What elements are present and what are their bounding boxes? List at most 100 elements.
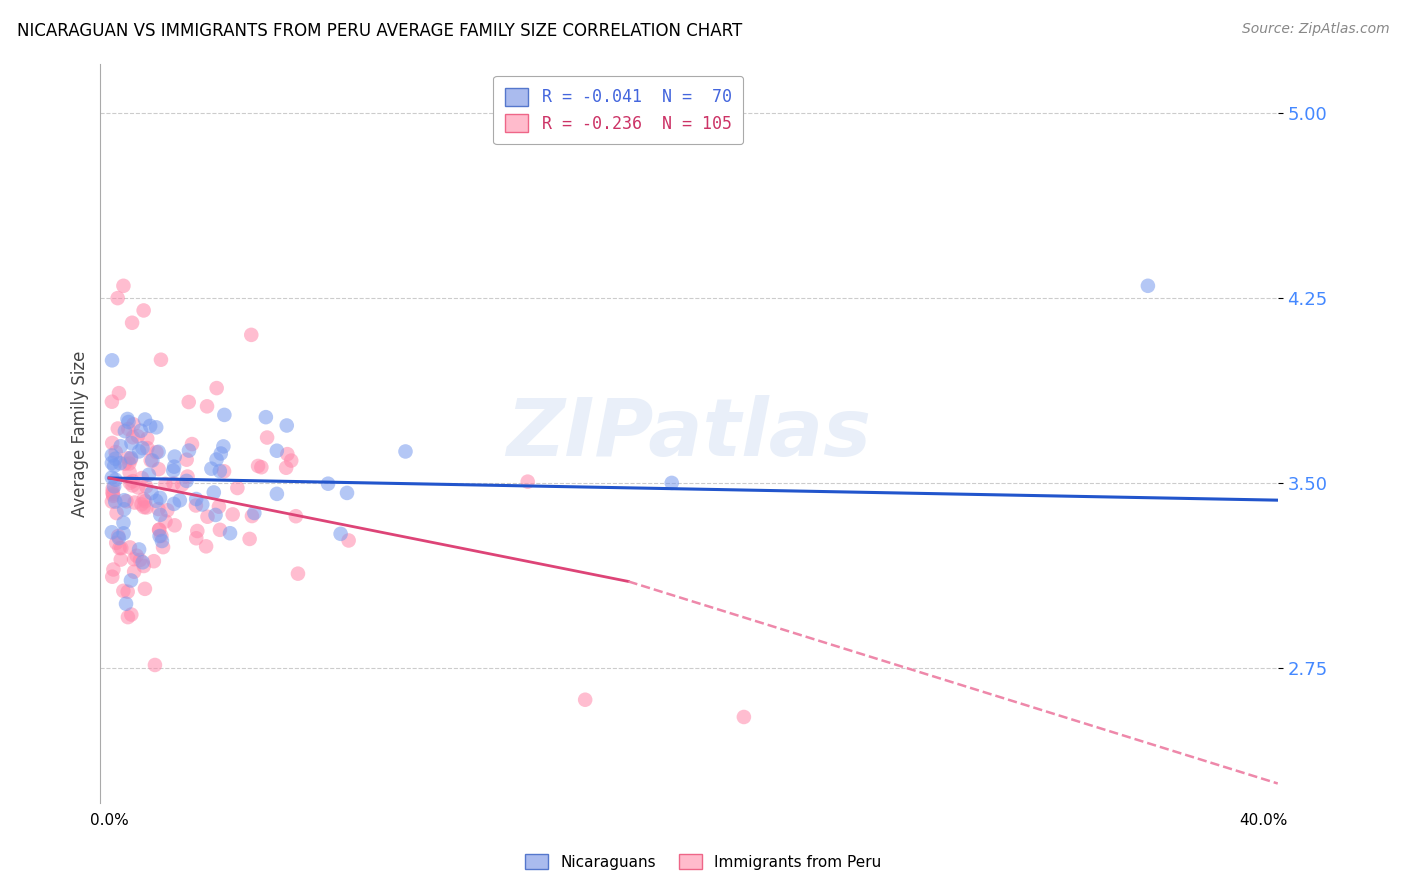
Point xyxy=(120,436,142,450)
Point xyxy=(117,415,139,429)
Point xyxy=(143,657,166,672)
Point xyxy=(134,582,156,596)
Point xyxy=(120,607,142,622)
Point xyxy=(266,443,288,458)
Point xyxy=(101,485,124,500)
Point xyxy=(103,562,125,576)
Point xyxy=(156,503,179,517)
Point xyxy=(184,499,207,513)
Point xyxy=(108,456,131,470)
Point xyxy=(176,452,198,467)
Point xyxy=(177,395,200,409)
Point xyxy=(336,486,359,500)
Point xyxy=(141,486,163,500)
Point xyxy=(101,456,124,470)
Point xyxy=(226,481,249,495)
Point xyxy=(131,497,153,511)
Point xyxy=(129,553,152,567)
Point xyxy=(135,479,157,493)
Point xyxy=(117,451,139,466)
Point xyxy=(661,475,683,490)
Point xyxy=(104,494,127,508)
Point xyxy=(733,710,755,724)
Point xyxy=(284,509,307,524)
Point xyxy=(108,531,131,545)
Point xyxy=(163,459,186,474)
Point xyxy=(132,492,155,507)
Point xyxy=(138,467,160,482)
Point xyxy=(104,451,127,466)
Point xyxy=(150,529,173,543)
Point xyxy=(101,482,124,496)
Point xyxy=(169,493,191,508)
Point xyxy=(121,430,143,444)
Point xyxy=(112,493,135,508)
Point xyxy=(240,327,263,342)
Point xyxy=(162,464,184,478)
Point xyxy=(148,462,170,476)
Point xyxy=(103,458,125,473)
Point xyxy=(574,692,596,706)
Point xyxy=(212,439,235,453)
Point xyxy=(112,502,135,516)
Point xyxy=(145,494,167,508)
Point xyxy=(276,460,298,475)
Point xyxy=(276,447,298,461)
Point xyxy=(221,508,243,522)
Point xyxy=(112,583,135,598)
Point xyxy=(112,516,135,530)
Point xyxy=(191,498,214,512)
Point xyxy=(149,491,172,505)
Point xyxy=(145,420,167,434)
Point xyxy=(114,457,136,471)
Point xyxy=(110,439,132,453)
Point xyxy=(120,574,142,588)
Point xyxy=(141,453,163,467)
Point xyxy=(131,471,153,485)
Point xyxy=(266,487,288,501)
Point xyxy=(155,477,177,491)
Point xyxy=(150,534,173,549)
Point xyxy=(101,449,124,463)
Point xyxy=(243,506,266,520)
Point xyxy=(176,474,198,488)
Point xyxy=(200,461,222,475)
Point xyxy=(124,495,146,509)
Text: ZIPatlas: ZIPatlas xyxy=(506,394,872,473)
Point xyxy=(101,436,124,450)
Y-axis label: Average Family Size: Average Family Size xyxy=(72,351,89,516)
Point xyxy=(142,554,165,568)
Point xyxy=(152,540,174,554)
Point xyxy=(122,565,145,579)
Point xyxy=(129,424,152,438)
Point xyxy=(287,566,309,581)
Point xyxy=(136,441,159,455)
Point xyxy=(256,431,278,445)
Point xyxy=(101,494,124,508)
Point xyxy=(127,429,149,443)
Point xyxy=(132,303,155,318)
Point xyxy=(101,525,124,540)
Point xyxy=(149,508,172,522)
Point xyxy=(121,474,143,488)
Point xyxy=(108,541,131,555)
Point xyxy=(105,506,128,520)
Point xyxy=(107,291,129,305)
Point xyxy=(120,450,142,465)
Point xyxy=(128,444,150,458)
Point xyxy=(103,489,125,503)
Point xyxy=(125,549,148,563)
Text: Source: ZipAtlas.com: Source: ZipAtlas.com xyxy=(1241,22,1389,37)
Point xyxy=(121,316,143,330)
Point xyxy=(162,476,184,491)
Point xyxy=(163,518,186,533)
Point xyxy=(208,500,231,514)
Point xyxy=(101,570,124,584)
Point xyxy=(128,542,150,557)
Point xyxy=(240,509,263,524)
Point xyxy=(239,532,262,546)
Point xyxy=(118,457,141,471)
Point xyxy=(250,460,273,475)
Point xyxy=(195,400,218,414)
Point xyxy=(110,552,132,566)
